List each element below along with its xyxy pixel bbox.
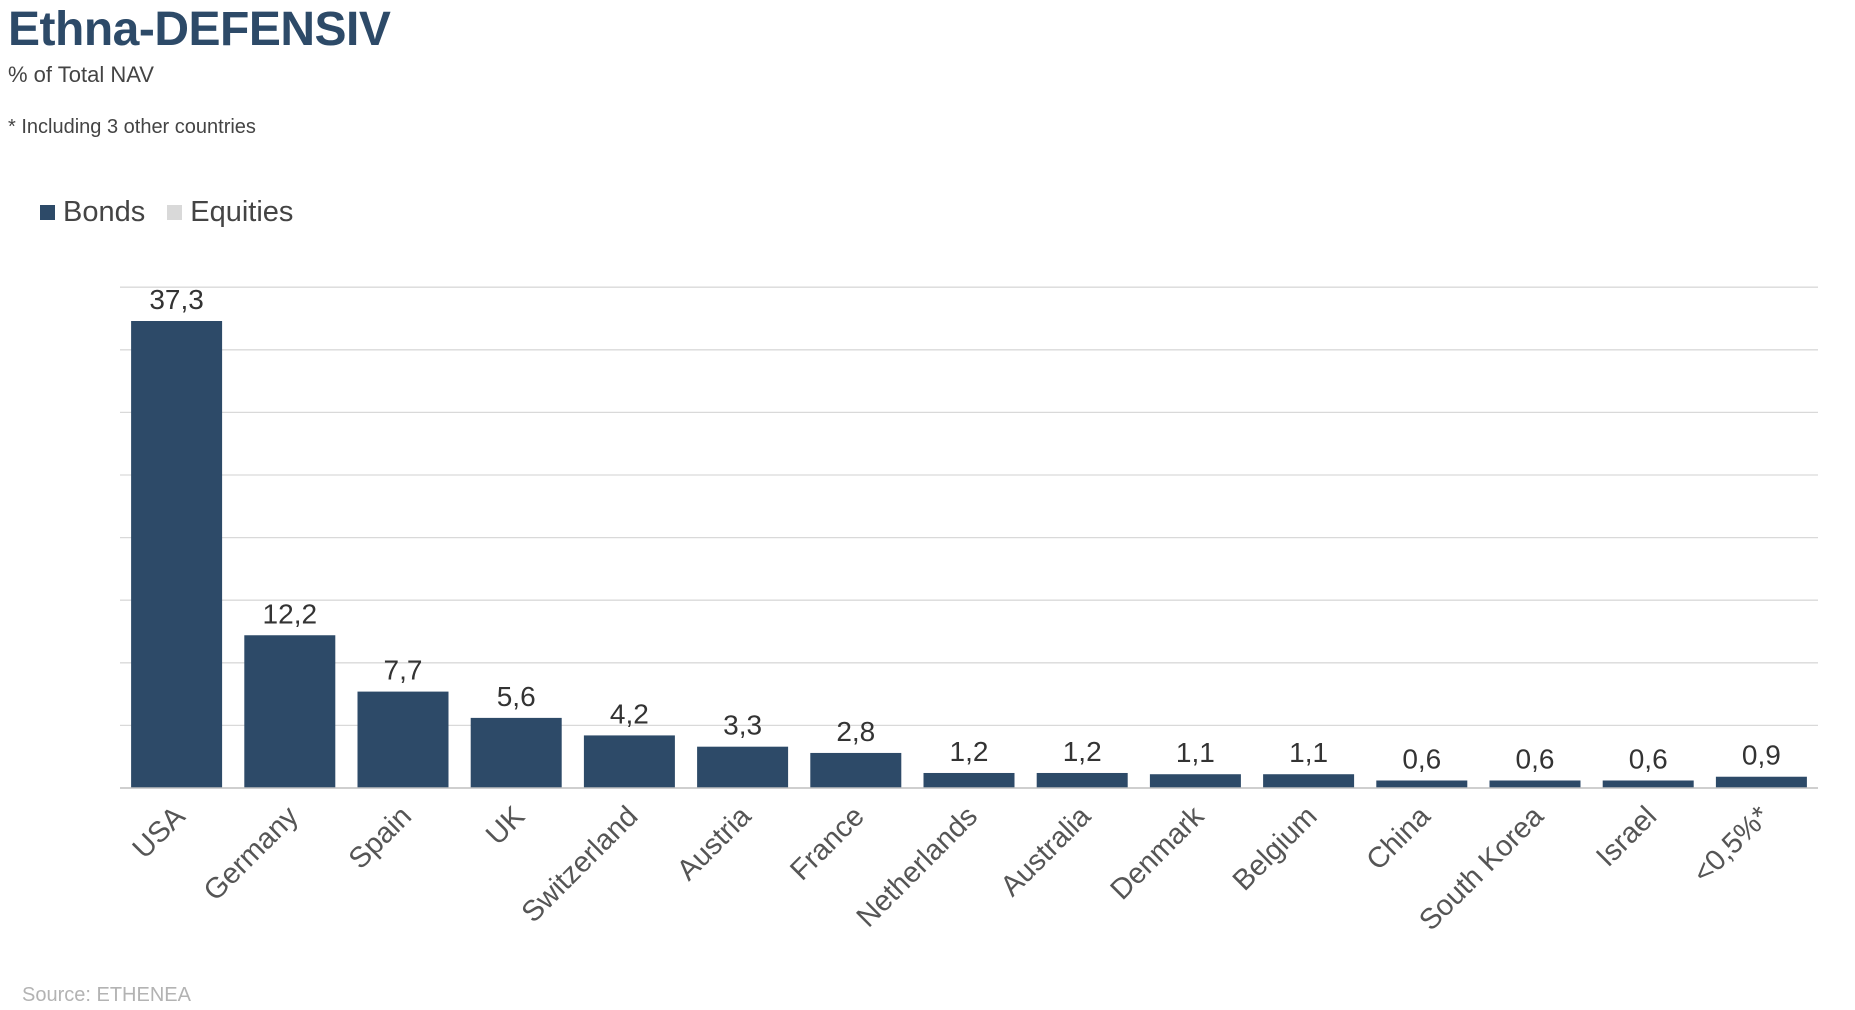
- bar-6: [810, 752, 902, 788]
- legend-swatch-equities: [167, 205, 183, 220]
- x-tick-label-1: Germany: [198, 800, 305, 907]
- data-label-1: 12,2: [263, 598, 318, 629]
- data-label-13: 0,6: [1629, 743, 1668, 774]
- x-tick-label-0: USA: [127, 800, 192, 865]
- data-label-9: 1,1: [1176, 737, 1215, 768]
- data-label-10: 1,1: [1289, 737, 1328, 768]
- bar-11: [1376, 780, 1468, 788]
- bar-4: [583, 735, 675, 788]
- x-tick-label-4: Switzerland: [516, 800, 645, 929]
- x-tick-label-13: Israel: [1590, 800, 1663, 873]
- chart-title: Ethna-DEFENSIV: [8, 3, 391, 56]
- bar-1: [244, 635, 336, 788]
- bar-12: [1489, 780, 1581, 788]
- data-label-5: 3,3: [723, 710, 762, 741]
- data-label-8: 1,2: [1063, 736, 1102, 767]
- x-tick-label-5: Austria: [671, 800, 758, 887]
- data-label-14: 0,9: [1742, 740, 1781, 771]
- data-label-4: 4,2: [610, 698, 649, 729]
- data-label-11: 0,6: [1402, 743, 1441, 774]
- x-tick-label-9: Denmark: [1105, 800, 1211, 906]
- x-tick-label-6: France: [784, 800, 870, 886]
- data-label-7: 1,2: [950, 736, 989, 767]
- source-note: Source: ETHENEA: [22, 984, 191, 1006]
- x-tick-label-11: China: [1361, 800, 1438, 877]
- chart-subtitle: % of Total NAV: [8, 62, 154, 87]
- legend-item-bonds: Bonds: [40, 196, 145, 229]
- bar-5: [697, 746, 789, 788]
- legend-item-equities: Equities: [167, 196, 293, 229]
- chart-footnote: * Including 3 other countries: [8, 116, 256, 138]
- data-label-2: 7,7: [384, 655, 423, 686]
- legend-swatch-bonds: [40, 205, 55, 220]
- x-tick-label-10: Belgium: [1227, 800, 1324, 897]
- data-label-3: 5,6: [497, 681, 536, 712]
- legend-label-equities: Equities: [190, 196, 294, 228]
- bar-14: [1715, 776, 1807, 788]
- chart-legend: Bonds Equities: [40, 196, 293, 229]
- x-tick-label-8: Australia: [995, 800, 1098, 903]
- data-label-6: 2,8: [836, 716, 875, 747]
- data-label-12: 0,6: [1516, 743, 1555, 774]
- x-tick-label-3: UK: [480, 800, 532, 852]
- bar-0: [131, 321, 223, 788]
- bar-9: [1149, 774, 1241, 788]
- x-tick-label-7: Netherlands: [851, 800, 984, 933]
- x-tick-label-2: Spain: [343, 800, 418, 875]
- data-label-0: 37,3: [149, 284, 204, 315]
- bar-13: [1602, 780, 1694, 788]
- bar-8: [1036, 772, 1128, 788]
- legend-label-bonds: Bonds: [63, 196, 146, 228]
- bar-10: [1263, 774, 1355, 788]
- bar-2: [357, 691, 449, 788]
- bar-7: [923, 772, 1015, 788]
- x-tick-label-14: <0,5%*: [1687, 800, 1776, 889]
- bar-3: [470, 717, 562, 788]
